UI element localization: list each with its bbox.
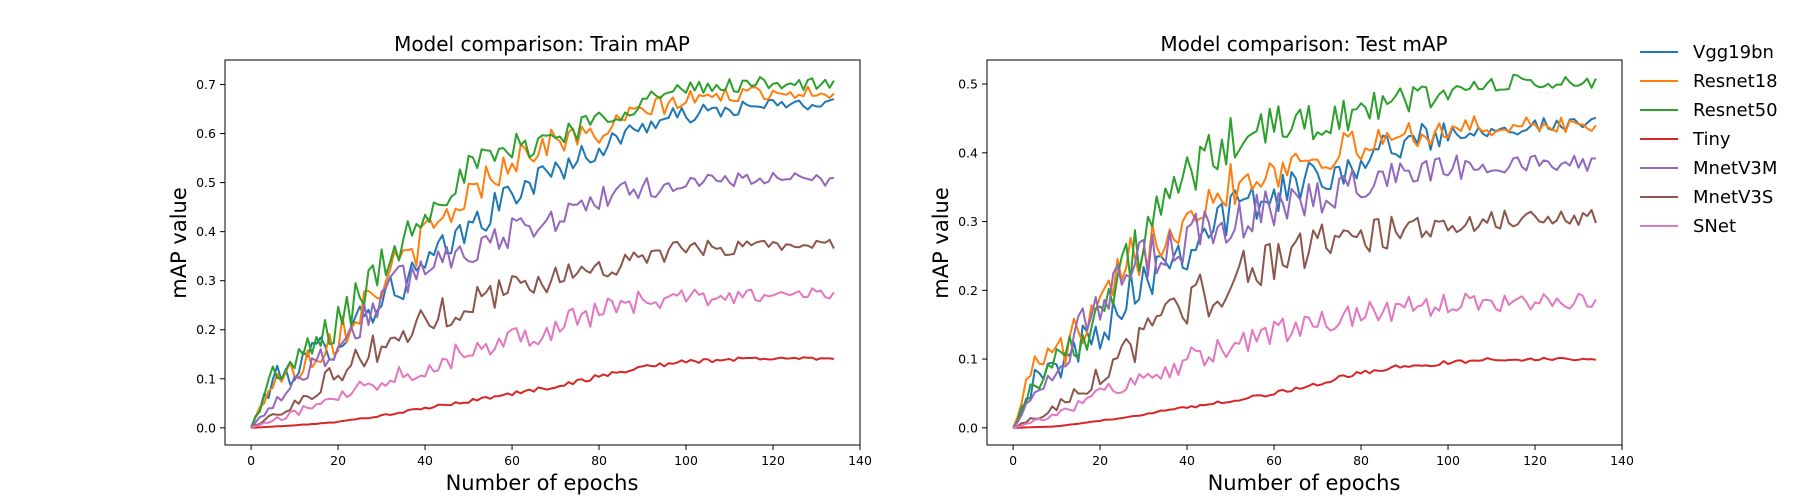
series-line-mnetv3m [1012,154,1596,429]
legend-item-mnetv3s: MnetV3S [1640,187,1773,208]
ticks-layer: 0 20 40 60 80 100 120 140 0.0 0.1 0.2 0.3 0.4 0.5 [958,77,1634,468]
y-axis-label: mAP value [167,187,191,299]
legend-item-resnet18: Resnet18 [1640,71,1778,92]
x-axis-label: Number of epochs [1208,471,1401,495]
y-tick-label: 0.3 [958,214,978,229]
legend: Vgg19bn Resnet18 Resnet50 Tiny MnetV3M MnetV3… [1640,42,1778,237]
y-tick-label: 0.5 [958,77,978,92]
ticks-layer: 0 20 40 60 80 100 120 140 0.0 0.1 0.2 0.3 0.4 0.5 0.6 0… [196,77,872,468]
x-tick-label: 60 [504,453,520,468]
series-layer [1012,73,1597,429]
x-tick-label: 0 [1009,453,1017,468]
series-line-resnet50 [250,76,835,429]
series-line-tiny [251,356,835,429]
plot-frame [224,59,861,446]
legend-label: MnetV3M [1693,158,1777,179]
legend-label: SNet [1693,216,1736,237]
chart-title: Model comparison: Test mAP [1160,32,1447,56]
x-tick-label: 120 [761,453,785,468]
y-tick-label: 0.5 [196,175,216,190]
x-tick-label: 140 [848,453,872,468]
x-axis-label: Number of epochs [446,471,639,495]
x-tick-label: 80 [591,453,607,468]
legend-label: Resnet18 [1693,71,1778,92]
y-tick-label: 0.3 [196,273,216,288]
legend-label: Resnet50 [1693,100,1778,121]
legend-label: Tiny [1692,129,1731,150]
x-tick-label: 20 [1092,453,1108,468]
y-tick-label: 0.2 [196,322,216,337]
x-tick-label: 120 [1523,453,1547,468]
y-tick-label: 0.7 [196,77,216,92]
x-tick-label: 100 [1436,453,1460,468]
y-tick-label: 0.1 [958,352,978,367]
legend-item-vgg19bn: Vgg19bn [1640,42,1774,63]
x-tick-label: 20 [330,453,346,468]
series-line-mnetv3s [250,238,835,429]
series-layer [250,76,835,429]
x-tick-label: 100 [674,453,698,468]
y-tick-label: 0.4 [958,145,978,160]
x-tick-label: 0 [247,453,255,468]
y-tick-label: 0.0 [958,420,978,435]
legend-item-snet: SNet [1640,216,1736,237]
x-tick-label: 140 [1610,453,1634,468]
series-line-resnet18 [250,85,835,429]
y-tick-label: 0.0 [196,420,216,435]
series-line-mnetv3m [250,171,835,429]
series-line-tiny [1013,356,1597,429]
x-tick-label: 80 [1353,453,1369,468]
y-tick-label: 0.2 [958,283,978,298]
plot-frame [986,59,1623,446]
legend-item-mnetv3m: MnetV3M [1640,158,1777,179]
test-map-chart: Model comparison: Test mAP Number of epo… [929,32,1634,495]
legend-item-tiny: Tiny [1640,129,1731,150]
x-tick-label: 40 [1179,453,1195,468]
x-tick-label: 40 [417,453,433,468]
legend-item-resnet50: Resnet50 [1640,100,1778,121]
legend-label: MnetV3S [1693,187,1773,208]
x-tick-label: 60 [1266,453,1282,468]
y-tick-label: 0.4 [196,224,216,239]
series-line-snet [1012,292,1597,429]
y-tick-label: 0.6 [196,126,216,141]
chart-title: Model comparison: Train mAP [394,32,690,56]
legend-label: Vgg19bn [1693,42,1774,63]
train-map-chart: Model comparison: Train mAP Number of ep… [167,32,872,495]
y-tick-label: 0.1 [196,371,216,386]
y-axis-label: mAP value [929,187,953,299]
series-line-mnetv3s [1012,209,1597,429]
series-line-snet [250,287,835,429]
series-line-resnet18 [1012,115,1597,429]
